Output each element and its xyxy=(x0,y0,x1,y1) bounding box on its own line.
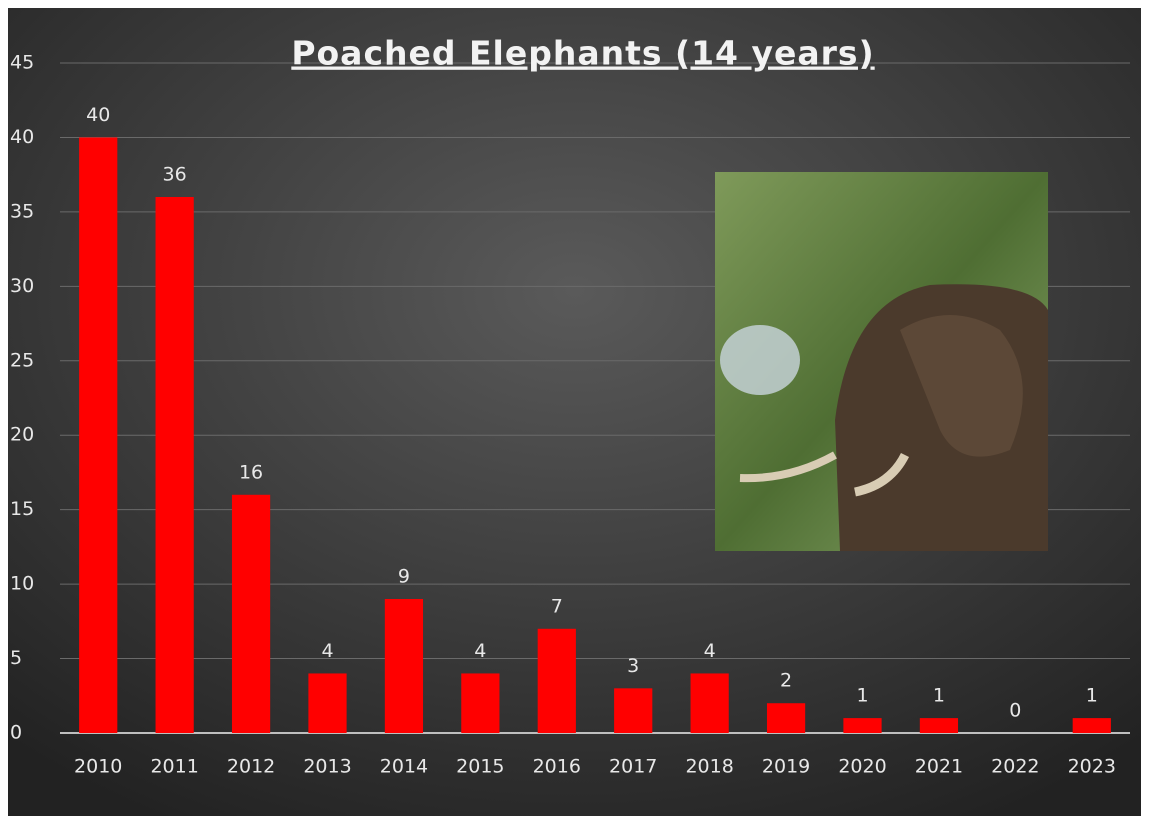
value-label: 1 xyxy=(1086,685,1098,707)
x-tick-label: 2019 xyxy=(762,756,810,778)
value-label: 2 xyxy=(780,670,792,692)
y-tick-label: 25 xyxy=(10,349,34,371)
bar xyxy=(1072,718,1111,733)
chart-title: Poached Elephants (14 years) xyxy=(291,34,874,73)
x-tick-label: 2016 xyxy=(533,756,581,778)
value-label: 9 xyxy=(398,566,410,588)
value-label: 3 xyxy=(627,655,639,677)
value-label: 1 xyxy=(933,685,945,707)
y-tick-label: 15 xyxy=(10,498,34,520)
value-label: 40 xyxy=(86,104,110,126)
x-tick-label: 2022 xyxy=(991,756,1039,778)
bar xyxy=(155,197,194,733)
x-tick-label: 2017 xyxy=(609,756,657,778)
bar xyxy=(919,718,959,733)
x-tick-label: 2015 xyxy=(456,756,504,778)
x-tick-label: 2011 xyxy=(150,756,198,778)
x-tick-label: 2013 xyxy=(303,756,351,778)
value-label: 0 xyxy=(1009,700,1021,722)
bar xyxy=(537,628,576,733)
y-tick-label: 5 xyxy=(10,647,22,669)
x-tick-label: 2023 xyxy=(1068,756,1116,778)
bar xyxy=(384,599,424,733)
y-tick-label: 35 xyxy=(10,200,34,222)
x-tick-label: 2010 xyxy=(74,756,122,778)
value-label: 4 xyxy=(474,640,486,662)
bar xyxy=(461,673,500,733)
bar xyxy=(690,673,729,733)
value-label: 16 xyxy=(239,461,263,483)
value-label: 1 xyxy=(856,685,868,707)
bar xyxy=(766,703,806,733)
y-tick-label: 45 xyxy=(10,52,34,74)
value-label: 4 xyxy=(704,640,716,662)
value-label: 4 xyxy=(321,640,333,662)
y-tick-label: 20 xyxy=(10,424,34,446)
bar xyxy=(79,137,118,733)
bar xyxy=(843,718,882,733)
bar xyxy=(231,494,271,733)
bar xyxy=(308,673,347,733)
value-label: 7 xyxy=(551,595,563,617)
elephant-photo xyxy=(715,172,1048,551)
x-tick-label: 2021 xyxy=(915,756,963,778)
value-label: 36 xyxy=(163,164,187,186)
x-tick-label: 2020 xyxy=(838,756,886,778)
y-tick-label: 10 xyxy=(10,573,34,595)
y-tick-label: 40 xyxy=(10,126,34,148)
y-tick-label: 0 xyxy=(10,722,22,744)
x-tick-label: 2012 xyxy=(227,756,275,778)
x-tick-label: 2014 xyxy=(380,756,428,778)
bar xyxy=(614,688,653,733)
y-tick-label: 30 xyxy=(10,275,34,297)
x-tick-label: 2018 xyxy=(685,756,733,778)
